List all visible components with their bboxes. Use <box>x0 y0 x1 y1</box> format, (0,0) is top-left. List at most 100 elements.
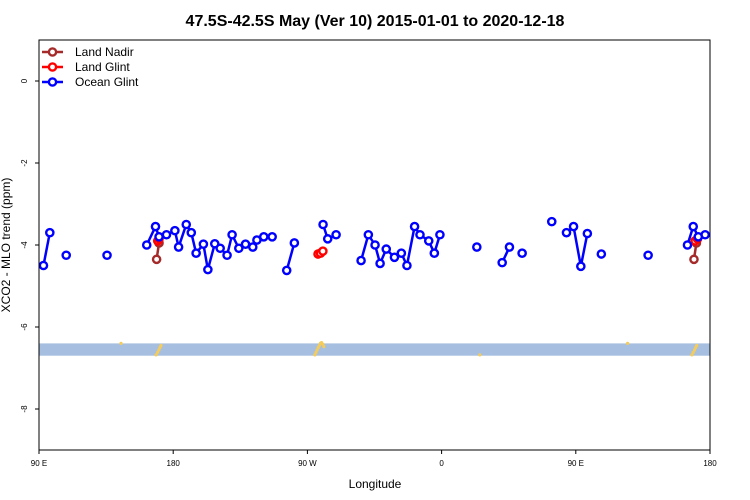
ocean-glint-point <box>643 250 653 261</box>
band-marker <box>314 350 318 355</box>
legend-swatch-point <box>47 47 58 57</box>
band-marker <box>315 348 319 352</box>
x-tick-label: 90 E <box>568 459 584 468</box>
ocean-glint-point <box>227 229 237 240</box>
ocean-glint-point <box>215 243 225 254</box>
x-axis-label: Longitude <box>349 477 402 491</box>
ocean-glint-point <box>38 260 49 271</box>
ocean-glint-point <box>150 221 161 232</box>
ocean-glint-point <box>546 216 557 227</box>
ocean-glint-point <box>331 229 341 240</box>
ocean-glint-point <box>596 249 607 259</box>
axes-layer: 90 E 180 90 W 0 90 E 180 0 -2 -4 -6 -8 <box>20 78 717 468</box>
y-axis-label: XCO2 - MLO trend (ppm) <box>0 178 13 313</box>
ocean-glint-point <box>198 239 209 249</box>
ocean-glint-point <box>45 227 55 238</box>
ocean-glint-point <box>356 255 366 266</box>
band-marker <box>478 353 482 357</box>
x-tick-label: 180 <box>703 459 717 468</box>
x-tick-label: 90 E <box>31 459 47 468</box>
legend-swatch-point <box>47 77 58 87</box>
ocean-glint-line <box>42 232 52 266</box>
ocean-glint-point <box>289 238 300 248</box>
band-marker <box>690 353 694 357</box>
ocean-glint-point <box>409 221 420 232</box>
band-marker <box>154 353 158 357</box>
ocean-glint-point <box>203 264 213 275</box>
ocean-glint-point <box>682 240 693 250</box>
ocean-glint-point <box>258 231 269 242</box>
ocean-glint-point <box>181 219 192 230</box>
ocean-glint-point <box>402 260 412 271</box>
ocean-glint-point <box>170 225 180 236</box>
ocean-glint-point <box>173 242 184 252</box>
x-tick-label: 180 <box>167 459 181 468</box>
ocean-glint-point <box>568 221 579 232</box>
x-tick-label: 90 W <box>298 459 317 468</box>
ocean-glint-point <box>222 250 232 261</box>
ocean-glint-point <box>576 261 586 272</box>
ocean-glint-point <box>497 257 507 268</box>
ocean-glint-point <box>688 221 699 232</box>
band-marker <box>692 348 697 352</box>
y-tick-label: -6 <box>20 323 29 331</box>
legend-label: Ocean Glint <box>75 75 139 89</box>
y-tick-label: -4 <box>20 241 29 249</box>
band-marker <box>691 350 695 355</box>
land-nadir-point <box>689 254 699 265</box>
x-tick-label: 0 <box>439 459 444 468</box>
ocean-glint-point <box>322 234 333 244</box>
ocean-glint-point <box>504 242 515 252</box>
ocean-glint-point <box>318 219 328 230</box>
ocean-glint-point <box>435 229 445 240</box>
ocean-glint-point <box>381 244 392 254</box>
ocean-glint-point <box>61 250 72 261</box>
ocean-glint-point <box>700 229 710 240</box>
ocean-glint-point <box>281 265 292 276</box>
band-marker <box>119 341 123 345</box>
ocean-glint-point <box>415 229 425 240</box>
y-tick-label: -8 <box>20 405 29 413</box>
ocean-glint-point <box>191 248 201 258</box>
band-marker <box>626 341 630 345</box>
ocean-glint-point <box>396 248 407 258</box>
ocean-glint-point <box>154 231 164 242</box>
y-tick-label: 0 <box>20 78 29 83</box>
band-marker <box>157 348 161 352</box>
legend-label: Land Nadir <box>75 45 134 59</box>
ocean-glint-point <box>375 258 385 269</box>
ocean-glint-point <box>517 248 527 258</box>
ocean-glint-point <box>389 252 400 263</box>
band-marker <box>155 350 160 355</box>
ocean-glint-point <box>370 240 380 250</box>
ocean-glint-point <box>472 242 482 252</box>
band-marker <box>695 343 699 348</box>
band-marker <box>313 353 317 357</box>
plot-frame <box>38 39 711 451</box>
ocean-glint-point <box>102 250 112 261</box>
legend-label: Land Glint <box>75 60 130 74</box>
land-nadir-point <box>151 254 162 265</box>
ocean-glint-point <box>363 229 374 240</box>
ocean-glint-point <box>561 227 572 238</box>
ocean-glint-point <box>582 228 593 239</box>
land-glint-point <box>318 246 328 256</box>
band-marker <box>321 342 325 346</box>
ocean-glint-point <box>247 242 258 252</box>
reference-band-layer <box>39 340 710 357</box>
ocean-glint-point <box>423 236 434 246</box>
ocean-glint-point <box>267 231 277 242</box>
band-marker <box>322 345 326 349</box>
ocean-glint-point <box>161 229 172 240</box>
ocean-glint-point <box>429 248 440 258</box>
y-tick-label: -2 <box>20 159 29 167</box>
band-marker <box>159 343 163 348</box>
series-layer <box>38 216 710 276</box>
ocean-glint-point <box>186 227 197 238</box>
ocean-glint-point <box>141 240 152 250</box>
reference-band <box>39 343 710 356</box>
legend-swatch-point <box>47 62 58 72</box>
chart-title: 47.5S-42.5S May (Ver 10) 2015-01-01 to 2… <box>186 13 565 30</box>
